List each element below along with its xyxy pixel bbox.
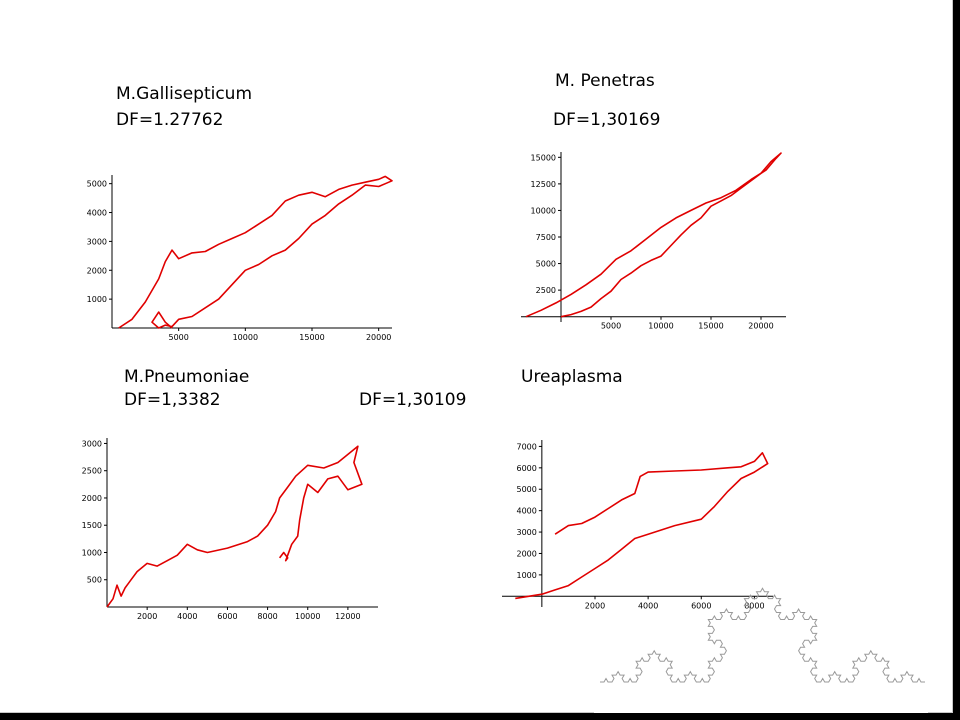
y-tick-label: 5000 — [87, 180, 107, 189]
koch-fractal — [594, 587, 928, 713]
series-line — [118, 175, 393, 329]
x-tick-label: 8000 — [257, 612, 277, 621]
chart-4: 2000 4000 6000 8000 1000 2000 3000 4000 5000 6000… — [502, 440, 773, 610]
x-tick-label: 2000 — [137, 612, 157, 621]
x-tick-label: 20000 — [748, 322, 773, 331]
koch-curve — [600, 587, 925, 683]
penetras-title: M. Penetras — [555, 71, 655, 91]
y-tick-label: 10000 — [531, 206, 556, 215]
pneumoniae-df-alt: DF=1,30109 — [359, 390, 467, 410]
y-tick-label: 7000 — [516, 442, 536, 451]
y-tick-label: 12500 — [531, 180, 556, 189]
x-tick-label: 5000 — [601, 322, 621, 331]
series-line — [515, 451, 769, 600]
x-tick-label: 15000 — [299, 333, 324, 342]
y-tick-label: 4000 — [516, 507, 536, 516]
chart-1: 5000 10000 15000 20000 1000 2000 3000 4000 5000 — [87, 175, 393, 342]
x-tick-label: 4000 — [177, 612, 197, 621]
y-tick-label: 3000 — [82, 439, 102, 448]
y-tick-label: 2000 — [82, 494, 102, 503]
penetras-df: DF=1,30169 — [553, 110, 661, 130]
chart-3: 2000 4000 6000 8000 10000 12000 500 1000 1500 200… — [82, 438, 378, 621]
y-tick-label: 1500 — [82, 521, 102, 530]
x-tick-label: 4000 — [638, 601, 658, 610]
y-tick-label: 7500 — [536, 233, 556, 242]
pneumoniae-title: M.Pneumoniae — [124, 367, 250, 387]
y-tick-label: 15000 — [531, 153, 556, 162]
galli-title: M.Gallisepticum — [116, 84, 253, 104]
x-tick-label: 6000 — [691, 601, 711, 610]
x-tick-label: 2000 — [585, 601, 605, 610]
y-tick-label: 500 — [87, 576, 102, 585]
y-tick-label: 2000 — [516, 549, 536, 558]
y-tick-label: 5000 — [536, 260, 556, 269]
y-tick-label: 6000 — [516, 464, 536, 473]
x-tick-label: 10000 — [295, 612, 320, 621]
ureaplasma-title: Ureaplasma — [521, 367, 623, 387]
y-tick-label: 1000 — [82, 548, 102, 557]
fractal-panel — [594, 615, 928, 713]
galli-df: DF=1.27762 — [116, 110, 224, 130]
x-tick-label: 10000 — [233, 333, 258, 342]
series-line — [525, 152, 782, 318]
y-tick-label: 3000 — [87, 237, 107, 246]
y-tick-label: 1000 — [87, 295, 107, 304]
x-tick-label: 20000 — [366, 333, 391, 342]
x-tick-label: 12000 — [335, 612, 360, 621]
x-tick-label: 6000 — [217, 612, 237, 621]
y-tick-label: 2000 — [87, 266, 107, 275]
chart-2: 5000 10000 15000 20000 2500 5000 7500 10000 1250… — [521, 152, 786, 331]
y-tick-label: 4000 — [87, 209, 107, 218]
y-tick-label: 5000 — [516, 485, 536, 494]
y-tick-label: 3000 — [516, 528, 536, 537]
x-tick-label: 5000 — [168, 333, 188, 342]
series-line — [106, 445, 363, 608]
y-tick-label: 2500 — [536, 286, 556, 295]
x-tick-label: 15000 — [698, 322, 723, 331]
y-tick-label: 2500 — [82, 467, 102, 476]
pneumoniae-df: DF=1,3382 — [124, 390, 221, 410]
x-tick-label: 8000 — [744, 601, 764, 610]
x-tick-label: 10000 — [648, 322, 673, 331]
y-tick-label: 1000 — [516, 571, 536, 580]
